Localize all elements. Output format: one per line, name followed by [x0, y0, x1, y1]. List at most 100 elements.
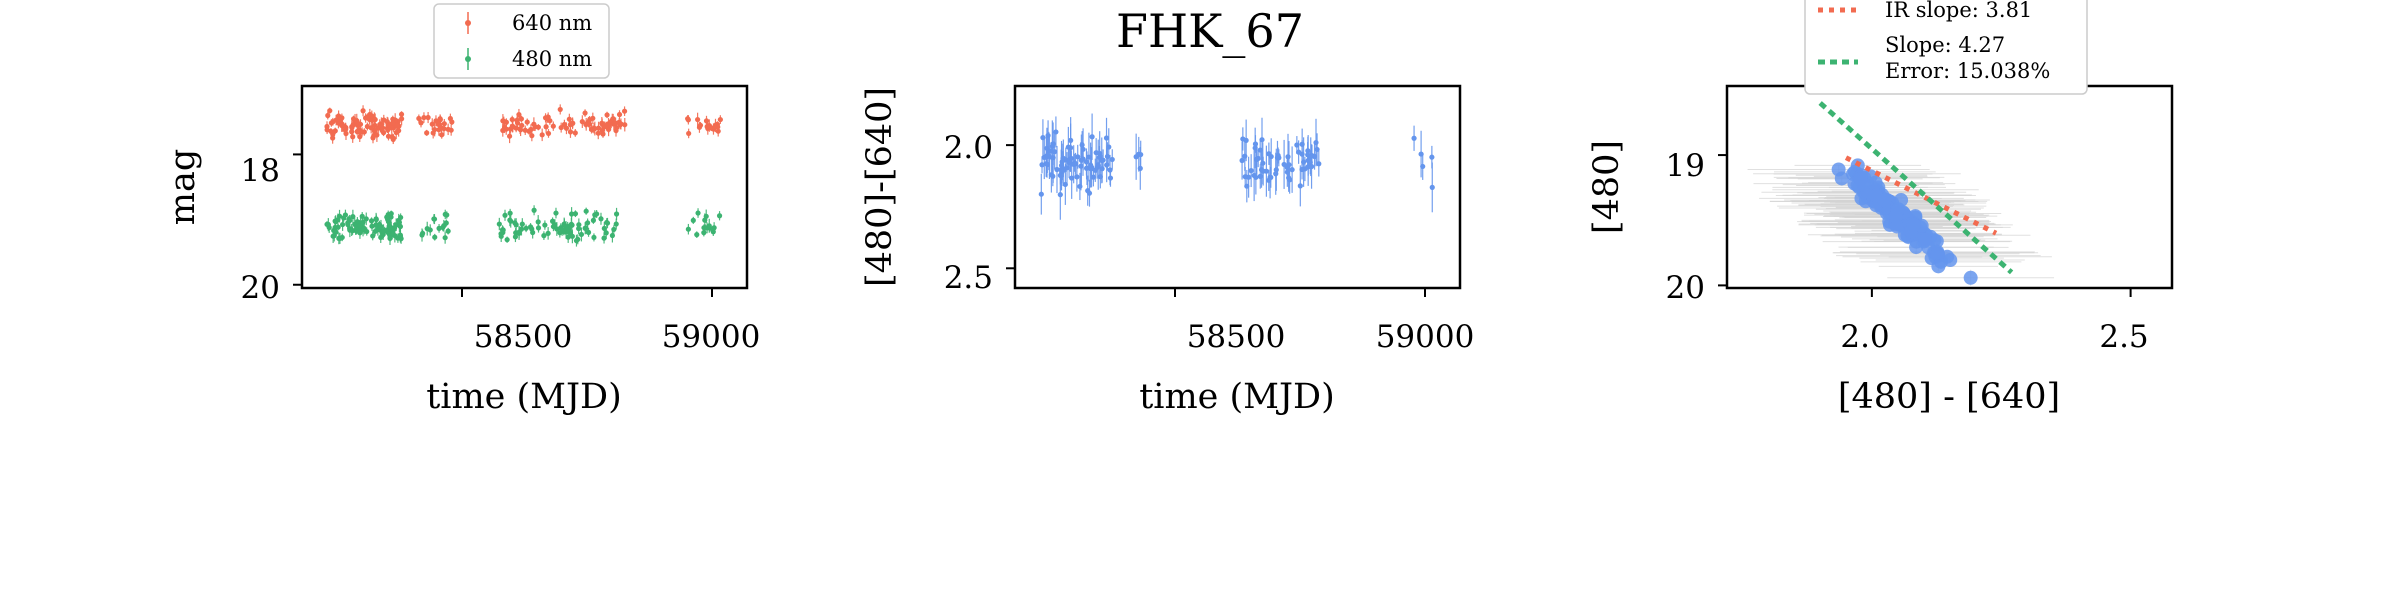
data-point: [1093, 150, 1099, 156]
data-point: [569, 222, 575, 228]
cmd-point: [1834, 171, 1849, 186]
data-point: [603, 230, 609, 236]
data-point: [333, 117, 339, 123]
data-point: [360, 108, 366, 114]
data-point: [1313, 139, 1319, 146]
data-point: [507, 126, 514, 132]
lightcurve-legend-box: [433, 3, 610, 79]
data-point: [613, 127, 619, 134]
data-point: [528, 126, 534, 133]
data-point: [685, 226, 691, 232]
data-point: [441, 223, 447, 229]
data-point: [324, 127, 330, 133]
data-point: [561, 121, 567, 128]
data-point: [1048, 148, 1054, 154]
data-point: [1054, 166, 1060, 173]
data-point: [507, 210, 513, 216]
data-point: [1273, 171, 1279, 177]
data-point: [430, 130, 436, 136]
data-point: [385, 219, 392, 225]
data-point: [531, 207, 537, 213]
data-point: [359, 129, 365, 135]
data-point: [535, 219, 541, 225]
data-point: [1090, 174, 1096, 180]
data-point: [703, 213, 709, 219]
data-point: [1138, 151, 1144, 158]
data-point: [432, 234, 438, 240]
data-point: [545, 230, 551, 236]
data-point: [701, 230, 707, 236]
chart-title: FHK_67: [1116, 4, 1304, 58]
data-point: [1074, 174, 1080, 180]
data-point: [1244, 183, 1250, 189]
color-curve-tick-marks: [1006, 144, 1426, 297]
data-point: [613, 221, 619, 227]
data-point: [337, 235, 343, 241]
data-point: [339, 122, 345, 129]
color-curve-ytick-2.0: 2.0: [944, 130, 993, 166]
data-point: [1420, 163, 1426, 170]
data-point: [1086, 190, 1093, 196]
data-point: [550, 123, 556, 129]
cmd-ylabel: [480]: [1587, 140, 1627, 234]
data-point: [587, 121, 593, 127]
data-point: [357, 222, 363, 229]
data-point: [398, 236, 404, 242]
data-point: [1083, 159, 1090, 165]
legend-480nm-label: 480 nm: [512, 47, 592, 71]
cmd-point: [1930, 247, 1945, 262]
data-point: [604, 112, 610, 118]
data-point: [590, 217, 596, 223]
data-point: [327, 108, 333, 114]
color-curve-ytick-2.5: 2.5: [944, 260, 993, 296]
data-point: [354, 128, 360, 135]
data-point: [514, 120, 521, 126]
data-point: [539, 132, 545, 138]
data-point: [547, 118, 553, 124]
data-point: [1411, 135, 1417, 141]
data-point: [1296, 149, 1302, 155]
data-point: [372, 116, 378, 123]
data-point: [1285, 154, 1291, 160]
lightcurve-xtick-59000: 59000: [662, 319, 761, 355]
data-point: [1281, 161, 1287, 168]
data-point: [1053, 129, 1059, 135]
data-point: [554, 226, 560, 232]
slope-line: [1818, 101, 2014, 275]
data-point: [1057, 192, 1063, 198]
color-curve-xtick-59000: 59000: [1376, 319, 1475, 355]
data-point: [715, 128, 721, 134]
data-point: [425, 114, 431, 121]
data-point: [569, 120, 576, 126]
data-point: [1069, 175, 1075, 181]
lightcurve-panel: 58500 59000 18 20 time (MJD) mag 640 nm …: [163, 3, 761, 417]
cmd-point: [1853, 171, 1868, 186]
data-point: [378, 234, 384, 241]
data-point: [599, 120, 605, 126]
data-point: [695, 210, 701, 216]
data-point: [373, 216, 379, 222]
data-point: [585, 229, 592, 235]
data-point: [572, 130, 578, 136]
data-point: [1106, 144, 1112, 150]
data-point: [717, 116, 723, 123]
legend-640nm-label: 640 nm: [512, 11, 592, 35]
cmd-legend: IR slope: 3.81 Slope: 4.27 Error: 15.038…: [1804, 0, 2088, 95]
data-point: [385, 127, 391, 133]
data-point: [1089, 134, 1095, 140]
data-point: [576, 225, 582, 232]
data-point: [542, 115, 549, 121]
data-point: [496, 221, 502, 227]
data-point: [424, 226, 430, 232]
data-point: [433, 118, 439, 124]
data-point: [516, 230, 522, 236]
data-point: [1107, 167, 1113, 173]
lightcurve-ylabel: mag: [163, 149, 203, 225]
data-point: [535, 225, 542, 231]
data-point: [424, 130, 430, 136]
data-point: [542, 222, 548, 228]
data-point: [442, 235, 448, 241]
lightcurve-xtick-58500: 58500: [474, 319, 573, 355]
data-point: [449, 119, 455, 125]
